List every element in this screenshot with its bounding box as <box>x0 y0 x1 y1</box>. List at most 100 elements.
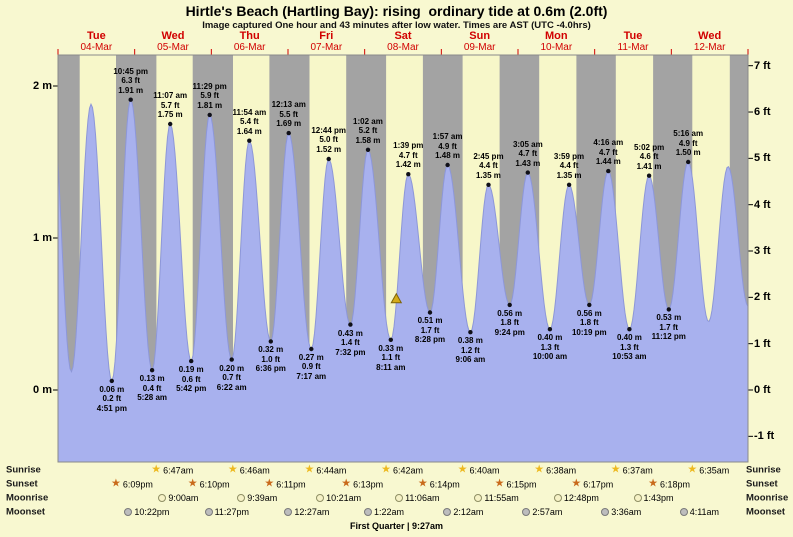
moonrise-time: 11:55am <box>484 493 519 503</box>
sunrise-entry: ★ 6:44am <box>305 464 347 476</box>
tide-high-label: 4:16 am 4.7 ft 1.44 m <box>593 138 624 167</box>
moonrise-entry: 10:21am <box>316 493 361 503</box>
y-axis-label-m: 0 m <box>33 384 52 396</box>
tide-low-label: 0.20 m 0.7 ft 6:22 am <box>216 363 247 392</box>
tide-low-label: 0.40 m 1.3 ft 10:53 am <box>612 333 647 362</box>
day-name: Wed <box>698 30 722 42</box>
moonset-time: 1:22am <box>374 507 405 517</box>
tide-extreme-dot <box>427 310 433 315</box>
tide-low-label: 0.56 m 1.8 ft 9:24 pm <box>494 308 525 337</box>
tide-high-label: 2:45 pm 4.4 ft 1.35 m <box>473 151 504 180</box>
moonset-time: 12:27am <box>294 507 330 517</box>
tide-extreme-dot <box>365 147 371 152</box>
tide-low-label: 0.27 m 0.9 ft 7:17 am <box>296 352 327 381</box>
tide-high-label: 1:02 am 5.2 ft 1.58 m <box>353 116 383 145</box>
sunrise-time: 6:40am <box>469 465 500 475</box>
sunset-time: 6:13pm <box>353 479 384 489</box>
tide-extreme-dot <box>109 378 115 384</box>
moonset-time: 10:22pm <box>134 507 170 517</box>
y-axis-label-ft: 3 ft <box>754 245 771 257</box>
sunrise-time: 6:37am <box>622 465 653 475</box>
sunrise-time: 6:35am <box>699 465 730 475</box>
tide-high-label: 11:29 pm 5.9 ft 1.81 m <box>192 81 227 110</box>
plot-border <box>57 54 749 463</box>
day-date: 12-Mar <box>693 42 726 53</box>
tide-extreme-dot <box>686 159 691 165</box>
tide-extreme-dot <box>189 358 194 364</box>
day-date: 11-Mar <box>617 42 649 53</box>
moonrise-icon <box>158 494 167 502</box>
moonset-entry: 2:57am <box>522 507 562 517</box>
day-name: Sat <box>394 30 412 42</box>
moonset-time: 11:27pm <box>214 507 249 517</box>
sunrise-icon: ★ <box>610 463 621 476</box>
tide-low-label: 0.33 m 1.1 ft 8:11 am <box>376 343 406 372</box>
tide-extreme-dot <box>268 339 273 344</box>
moonset-icon <box>284 508 293 516</box>
sunset-entry: ★ 6:18pm <box>648 478 690 490</box>
tide-extreme-dot <box>149 368 155 373</box>
tide-low-label: 0.19 m 0.6 ft 5:42 pm <box>176 365 207 394</box>
sunrise-time: 6:47am <box>163 465 194 475</box>
sunrise-icon: ★ <box>687 463 698 476</box>
y-axis-label-ft: 1 ft <box>754 337 771 350</box>
day-date: 07-Mar <box>310 42 343 53</box>
tide-extreme-dot <box>326 156 331 162</box>
sunrise-time: 6:46am <box>239 465 270 475</box>
tide-high-label: 11:07 am 5.7 ft 1.75 m <box>153 91 188 119</box>
tide-extreme-dot <box>406 172 411 177</box>
day-date: 09-Mar <box>463 42 496 53</box>
moonset-entry: 10:22pm <box>124 507 169 517</box>
tide-extreme-dot <box>666 307 671 312</box>
sunrise-entry: ★ 6:46am <box>227 463 270 476</box>
moonrise-icon <box>474 494 483 502</box>
y-axis-label-ft: -1 ft <box>754 430 775 443</box>
tide-high-label: 11:54 am 5.4 ft 1.64 m <box>232 107 267 136</box>
day-name: Tue <box>86 30 106 42</box>
tide-extreme-dot <box>445 162 450 168</box>
sunset-entry: ★ 6:17pm <box>571 478 614 490</box>
moonset-entry: 1:22am <box>364 507 404 517</box>
day-date: 06-Mar <box>233 42 266 53</box>
tide-extreme-dot <box>286 130 291 136</box>
tide-extreme-dot <box>646 173 652 178</box>
moon-phase-note: First Quarter | 9:27am <box>349 521 444 531</box>
tide-low-label: 0.51 m 1.7 ft 8:28 pm <box>414 316 446 345</box>
moonrise-icon <box>633 494 642 502</box>
y-axis-label-ft: 7 ft <box>754 59 771 72</box>
y-axis-label-ft: 5 ft <box>754 152 771 165</box>
sunrise-time: 6:38am <box>546 465 577 475</box>
tide-high-label: 5:16 am 4.9 ft 1.50 m <box>673 129 704 157</box>
sunset-entry: ★ 6:13pm <box>341 478 384 490</box>
sunset-time: 6:17pm <box>583 479 614 489</box>
sunset-icon: ★ <box>417 477 428 490</box>
tide-extreme-dot <box>547 327 553 332</box>
tide-extreme-dot <box>606 168 611 174</box>
sunrise-icon: ★ <box>227 463 238 476</box>
row-label-sunrise-left: Sunrise <box>6 464 41 476</box>
tide-low-label: 0.06 m 0.2 ft 4:51 pm <box>96 384 127 413</box>
tide-extreme-dot <box>627 327 632 332</box>
tide-extreme-dot <box>566 182 572 187</box>
moonrise-icon <box>316 494 325 502</box>
moonrise-entry: 12:48pm <box>553 493 599 503</box>
moonrise-time: 11:06am <box>405 493 440 503</box>
sunset-time: 6:09pm <box>122 479 153 489</box>
sunrise-icon: ★ <box>381 463 391 476</box>
day-name: Wed <box>161 30 185 42</box>
page-title: Hirtle's Beach (Hartling Bay): rising or… <box>185 3 608 19</box>
moonrise-time: 9:00am <box>168 493 199 503</box>
tide-extreme-dot <box>229 357 234 362</box>
moonrise-icon <box>237 494 246 502</box>
tide-high-label: 10:45 pm 6.3 ft 1.91 m <box>113 66 149 95</box>
row-label-moonset-left: Moonset <box>6 506 46 518</box>
day-date: 04-Mar <box>80 42 113 53</box>
moonset-icon <box>522 508 531 516</box>
axis-ticks <box>53 65 753 437</box>
tide-curve <box>57 100 749 463</box>
moonset-icon <box>204 508 213 516</box>
tide-low-label: 0.13 m 0.4 ft 5:28 am <box>137 374 168 403</box>
tide-extreme-dot <box>348 322 353 327</box>
